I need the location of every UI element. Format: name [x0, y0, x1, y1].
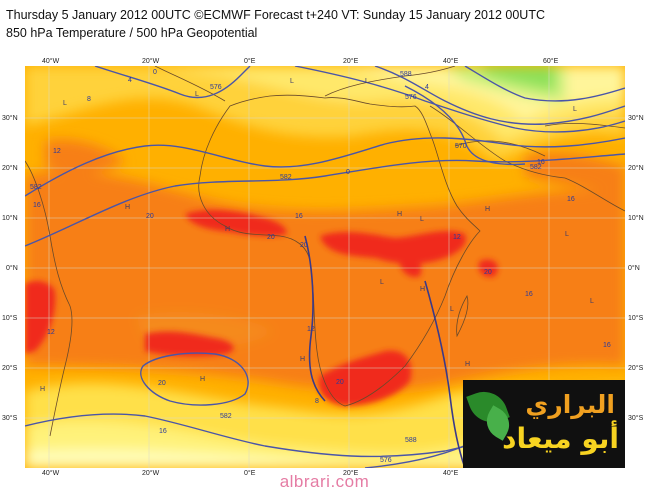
temp-label: 16: [567, 196, 575, 203]
logo-text-bottom: أبو ميعاد: [502, 422, 619, 455]
lon-tick-bottom: 40°E: [443, 470, 459, 477]
coastlines: [25, 66, 625, 437]
lat-tick-right: 0°N: [628, 265, 640, 272]
contour-label: 582: [280, 174, 292, 181]
low-marker: L: [365, 78, 369, 85]
low-marker: L: [590, 298, 594, 305]
temp-label: 12: [47, 329, 55, 336]
forecast-title: Thursday 5 January 2012 00UTC ©ECMWF For…: [6, 8, 545, 22]
temp-label: 8: [315, 398, 319, 405]
temp-label: 4: [425, 84, 429, 91]
site-logo: البراري أبو ميعاد: [463, 380, 625, 468]
site-watermark: albrari.com: [279, 472, 370, 491]
low-marker: L: [380, 279, 384, 286]
lon-tick: 60°E: [543, 58, 559, 65]
low-marker: L: [290, 78, 294, 85]
high-marker: H: [40, 386, 46, 393]
lon-tick: 40°W: [42, 58, 60, 65]
contour-label: 582: [30, 184, 42, 191]
high-marker: H: [225, 226, 231, 233]
temp-label: 12: [307, 326, 315, 333]
lat-tick: 10°N: [2, 215, 18, 222]
high-marker: H: [465, 361, 471, 368]
temp-label: 8: [87, 96, 91, 103]
temp-label: 12: [53, 148, 61, 155]
lon-tick-bottom: 0°E: [244, 470, 256, 477]
temp-label: 16: [603, 342, 611, 349]
contour-label: 570: [455, 143, 467, 150]
lon-tick: 0°E: [244, 58, 256, 65]
high-marker: H: [200, 376, 206, 383]
low-marker: L: [420, 216, 424, 223]
lat-tick-right: 20°N: [628, 165, 644, 172]
lon-tick-bottom: 20°W: [142, 470, 160, 477]
contour-label: 576: [210, 84, 222, 91]
lon-tick-bottom: 40°W: [42, 470, 60, 477]
high-marker: H: [300, 356, 306, 363]
temp-label: 20: [300, 242, 308, 249]
lat-tick-right: 10°S: [628, 315, 644, 322]
lon-tick-bottom: 20°E: [343, 470, 359, 477]
temp-label: 20: [484, 269, 492, 276]
temp-label: 20: [146, 213, 154, 220]
lat-tick: 0°N: [6, 265, 18, 272]
temp-label: 20: [336, 379, 344, 386]
dashed-contours: [304, 235, 466, 468]
logo-text-top: البراري: [525, 390, 615, 419]
temp-label: 16: [33, 202, 41, 209]
lat-tick-right: 10°N: [628, 215, 644, 222]
lat-tick-right: 20°S: [628, 365, 644, 372]
temp-label: 16: [537, 159, 545, 166]
temp-label: 16: [295, 213, 303, 220]
geopotential-contours: [25, 66, 625, 468]
temp-label: 0: [153, 69, 157, 76]
lon-tick: 20°E: [343, 58, 359, 65]
temp-label: 4: [128, 77, 132, 84]
temp-label: 12: [453, 234, 461, 241]
contour-label: 582: [220, 413, 232, 420]
low-marker: L: [573, 106, 577, 113]
high-marker: H: [397, 211, 403, 218]
temp-label: 20: [158, 380, 166, 387]
high-marker: H: [485, 206, 491, 213]
contour-label: 576: [405, 94, 417, 101]
lat-tick: 20°N: [2, 165, 18, 172]
contour-label: 588: [405, 437, 417, 444]
lat-tick: 20°S: [2, 365, 18, 372]
low-marker: L: [450, 306, 454, 313]
lat-tick: 30°S: [2, 415, 18, 422]
lat-tick-right: 30°S: [628, 415, 644, 422]
contour-label: 582: [530, 164, 542, 171]
low-marker: L: [565, 231, 569, 238]
lat-tick-right: 30°N: [628, 115, 644, 122]
lon-tick: 40°E: [443, 58, 459, 65]
temp-label: 16: [525, 291, 533, 298]
lat-tick: 10°S: [2, 315, 18, 322]
lat-tick: 30°N: [2, 115, 18, 122]
low-marker: L: [195, 91, 199, 98]
temp-label: 20: [267, 234, 275, 241]
contour-label: 576: [380, 457, 392, 464]
low-marker: L: [63, 100, 67, 107]
temp-label: 16: [159, 428, 167, 435]
contour-label: 588: [400, 71, 412, 78]
hot-regions: [25, 209, 498, 406]
temp-label: 0: [346, 169, 350, 176]
lon-tick: 20°W: [142, 58, 160, 65]
high-marker: H: [420, 286, 426, 293]
map-subtitle: 850 hPa Temperature / 500 hPa Geopotenti…: [6, 26, 258, 40]
high-marker: H: [125, 204, 131, 211]
